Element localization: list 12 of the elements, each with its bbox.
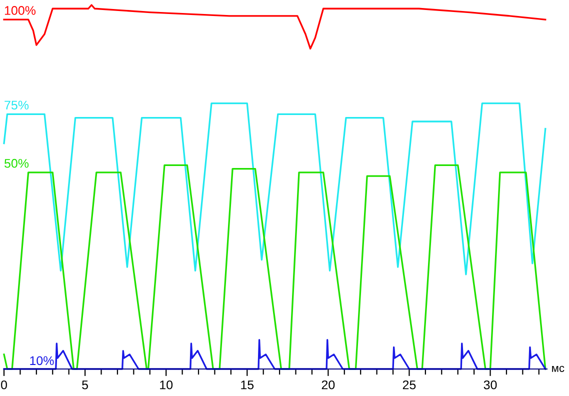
x-tick-label: 5 [82, 380, 88, 390]
x-tick-label: 10 [160, 380, 173, 390]
x-tick-label: 15 [241, 380, 254, 390]
x-tick-label: 25 [402, 380, 416, 390]
series-label: 50% [4, 158, 29, 168]
series-label: 75% [4, 100, 29, 110]
x-tick-label: 0 [1, 380, 7, 390]
x-tick-label: 20 [322, 380, 335, 390]
series-label: 100% [4, 6, 36, 15]
series-label: 10% [30, 356, 54, 366]
x-tick-label: 30 [484, 380, 497, 390]
x-axis-title: мс [552, 366, 564, 372]
